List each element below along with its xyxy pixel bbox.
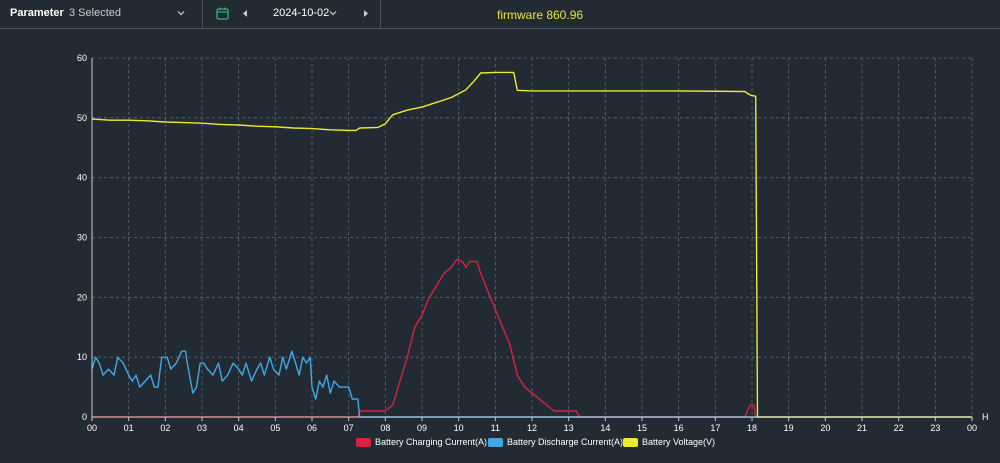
x-tick-label: 00 xyxy=(87,423,97,433)
x-tick-label: 04 xyxy=(234,423,244,433)
legend-label-3: Battery Voltage(V) xyxy=(642,437,715,447)
x-tick-label: 21 xyxy=(857,423,867,433)
x-tick-label: 22 xyxy=(894,423,904,433)
date-chevron-down-icon[interactable] xyxy=(328,8,338,18)
x-tick-label: 07 xyxy=(344,423,354,433)
y-tick-label: 20 xyxy=(77,292,87,302)
chart-axes: 0 10 20 30 40 50 60 00 01 02 03 04 05 06 07 08 09 10 11 12 1… xyxy=(77,53,989,433)
x-tick-label: 03 xyxy=(197,423,207,433)
series-line-1 xyxy=(92,258,972,418)
x-tick-label: 18 xyxy=(747,423,757,433)
y-tick-label: 50 xyxy=(77,113,87,123)
series-line-3 xyxy=(91,71,972,418)
x-tick-label: 11 xyxy=(491,423,500,433)
date-picker[interactable]: 2024-10-02 xyxy=(273,7,330,19)
x-tick-label: 00 xyxy=(967,423,977,433)
x-tick-label: 01 xyxy=(124,423,134,433)
legend-swatch-1 xyxy=(356,438,371,447)
series-line-2 xyxy=(91,350,972,418)
toolbar-divider xyxy=(202,0,203,28)
battery-line-chart: 0 10 20 30 40 50 60 00 01 02 03 04 05 06 07 08 09 10 11 12 1… xyxy=(77,53,989,447)
toolbar: Parameter 3 Selected 2024-10-02 firmware… xyxy=(0,0,1000,29)
x-tick-label: 19 xyxy=(784,423,794,433)
previous-date-icon[interactable] xyxy=(241,9,249,18)
firmware-version: firmware 860.96 xyxy=(497,8,584,22)
x-tick-label: 16 xyxy=(674,423,684,433)
calendar-icon[interactable] xyxy=(216,7,229,20)
y-tick-label: 30 xyxy=(77,233,87,243)
y-tick-label: 40 xyxy=(77,173,87,183)
next-date-icon[interactable] xyxy=(362,9,370,18)
y-tick-label: 0 xyxy=(82,412,87,422)
x-tick-label: 15 xyxy=(637,423,647,433)
x-tick-label: 14 xyxy=(600,423,610,433)
x-tick-label: 12 xyxy=(527,423,537,433)
x-tick-label: 08 xyxy=(380,423,390,433)
x-tick-label: 13 xyxy=(564,423,574,433)
x-tick-label: 23 xyxy=(930,423,940,433)
chart-series xyxy=(91,71,972,418)
x-tick-label: 05 xyxy=(270,423,280,433)
legend-swatch-3 xyxy=(623,438,638,447)
x-tick-label: 20 xyxy=(820,423,830,433)
toolbar-divider xyxy=(380,0,381,28)
legend-swatch-2 xyxy=(488,438,503,447)
y-tick-label: 60 xyxy=(77,53,87,63)
x-tick-label: 06 xyxy=(307,423,317,433)
x-tick-label: 09 xyxy=(417,423,427,433)
x-tick-label: 10 xyxy=(454,423,464,433)
chevron-down-icon[interactable] xyxy=(176,8,186,18)
chart-grid xyxy=(91,57,973,417)
legend-label-2: Battery Discharge Current(A) xyxy=(507,437,623,447)
x-tick-label: 17 xyxy=(710,423,720,433)
parameter-label: Parameter xyxy=(10,7,64,19)
legend-label-1: Battery Charging Current(A) xyxy=(375,437,487,447)
x-tick-label: 02 xyxy=(160,423,170,433)
y-tick-label: 10 xyxy=(77,352,87,362)
chart-legend: Battery Charging Current(A) Battery Disch… xyxy=(356,437,715,447)
x-axis-unit: H xyxy=(982,412,989,422)
parameter-select[interactable]: 3 Selected xyxy=(69,7,121,19)
